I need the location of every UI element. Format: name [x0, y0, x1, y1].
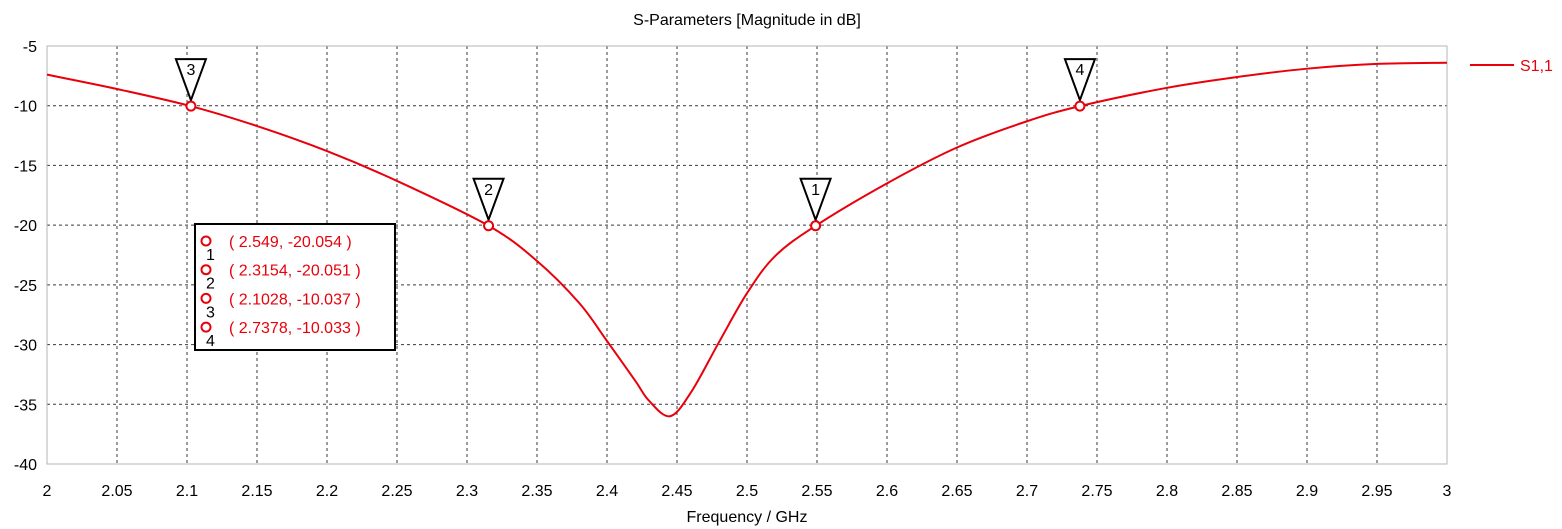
x-tick-label: 2.65 — [941, 483, 972, 500]
x-tick-label: 2.2 — [316, 483, 338, 500]
x-tick-label: 2.9 — [1296, 483, 1318, 500]
x-tick-label: 2.4 — [596, 483, 618, 500]
legend[interactable]: S1,1 — [1470, 58, 1553, 75]
plot-area — [46, 45, 1448, 465]
series-line-s11[interactable] — [46, 61, 1448, 418]
readout-row: 3 ( 2.1028, -10.037 ) — [200, 291, 361, 321]
x-tick-label: 2.7 — [1016, 483, 1038, 500]
marker-2[interactable]: 2 — [472, 177, 505, 232]
chart-title: S-Parameters [Magnitude in dB] — [633, 12, 861, 29]
marker-point — [185, 100, 197, 112]
readout-marker-number: 4 — [206, 333, 215, 350]
marker-readout-box[interactable]: 1 ( 2.549, -20.054 ) 2 ( 2.3154, -20.051 ) 3… — [194, 223, 396, 351]
x-tick-label: 2.35 — [521, 483, 552, 500]
readout-row: 1 ( 2.549, -20.054 ) — [200, 234, 352, 264]
readout-value: ( 2.549, -20.054 ) — [229, 234, 352, 251]
x-tick-label: 2.3 — [456, 483, 478, 500]
readout-marker-number: 2 — [206, 276, 215, 293]
marker-flag — [472, 177, 505, 223]
marker-point — [810, 220, 822, 232]
marker-flag-number: 2 — [484, 182, 493, 199]
readout-row: 4 ( 2.7378, -10.033 ) — [200, 320, 361, 350]
x-tick-label: 2 — [43, 483, 52, 500]
x-tick-labels: 2 2.05 2.1 2.15 2.2 2.25 2.3 2.35 2.4 2.45 2.5 2.55… — [43, 483, 1452, 500]
readout-value: ( 2.3154, -20.051 ) — [229, 263, 361, 280]
y-tick-label: -20 — [14, 218, 37, 235]
x-tick-label: 2.75 — [1081, 483, 1112, 500]
x-tick-label: 2.05 — [101, 483, 132, 500]
x-tick-label: 2.25 — [381, 483, 412, 500]
readout-value: ( 2.7378, -10.033 ) — [229, 320, 361, 337]
readout-marker-icon — [200, 292, 212, 304]
readout-marker-number: 3 — [206, 304, 215, 321]
y-tick-label: -15 — [14, 158, 37, 175]
grid — [47, 46, 1447, 464]
x-tick-label: 2.45 — [661, 483, 692, 500]
y-tick-label: -25 — [14, 278, 37, 295]
readout-marker-icon — [200, 235, 212, 247]
readout-marker-icon — [200, 264, 212, 276]
marker-point — [1074, 100, 1086, 112]
x-tick-label: 2.95 — [1361, 483, 1392, 500]
x-tick-label: 2.15 — [241, 483, 272, 500]
y-tick-label: -5 — [23, 39, 37, 56]
readout-row: 2 ( 2.3154, -20.051 ) — [200, 263, 361, 293]
series-layer — [46, 61, 1448, 418]
readout-marker-icon — [200, 321, 212, 333]
x-tick-label: 3 — [1443, 483, 1452, 500]
x-tick-label: 2.55 — [801, 483, 832, 500]
marker-flag — [1063, 58, 1097, 104]
x-tick-label: 2.85 — [1221, 483, 1252, 500]
legend-label: S1,1 — [1520, 58, 1553, 75]
readout-box-frame — [194, 223, 396, 351]
marker-1[interactable]: 1 — [799, 177, 833, 232]
y-tick-label: -40 — [14, 457, 37, 474]
x-axis-label: Frequency / GHz — [687, 509, 808, 526]
marker-flag-number: 3 — [186, 62, 195, 79]
marker-3[interactable]: 3 — [174, 58, 208, 112]
marker-flag-number: 1 — [811, 182, 820, 199]
x-tick-label: 2.5 — [736, 483, 758, 500]
readout-marker-number: 1 — [206, 247, 215, 264]
marker-4[interactable]: 4 — [1063, 58, 1097, 112]
marker-point — [483, 220, 495, 232]
x-tick-label: 2.6 — [876, 483, 898, 500]
y-tick-label: -35 — [14, 397, 37, 414]
readout-value: ( 2.1028, -10.037 ) — [229, 291, 361, 308]
y-tick-label: -30 — [14, 338, 37, 355]
y-tick-label: -10 — [14, 99, 37, 116]
markers-layer: 1 2 3 4 — [174, 58, 1097, 232]
marker-flag — [799, 177, 833, 223]
x-tick-label: 2.1 — [176, 483, 198, 500]
marker-flag-number: 4 — [1075, 62, 1084, 79]
marker-flag — [174, 58, 208, 104]
x-tick-label: 2.8 — [1156, 483, 1178, 500]
y-tick-labels: -5 -10 -15 -20 -25 -30 -35 -40 — [14, 39, 37, 474]
